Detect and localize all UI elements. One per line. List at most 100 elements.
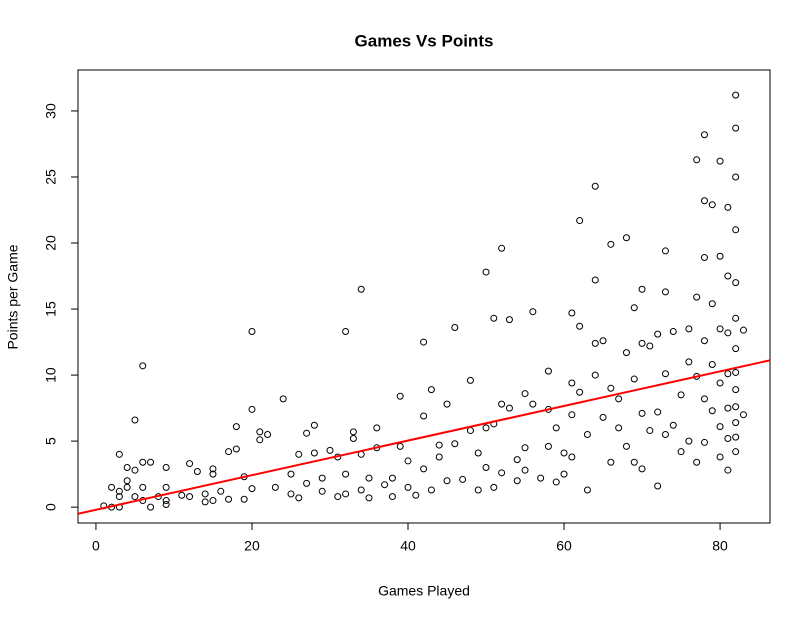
- point: [498, 400, 506, 408]
- point: [147, 503, 155, 511]
- point: [279, 395, 287, 403]
- point: [607, 240, 615, 248]
- point: [427, 486, 435, 494]
- point: [264, 431, 272, 439]
- point: [716, 453, 724, 461]
- point: [591, 276, 599, 284]
- point: [123, 483, 131, 491]
- point: [708, 201, 716, 209]
- point: [201, 490, 209, 498]
- point: [677, 448, 685, 456]
- point: [217, 487, 225, 495]
- point: [404, 457, 412, 465]
- point: [287, 490, 295, 498]
- point: [342, 327, 350, 335]
- point: [490, 483, 498, 491]
- point: [560, 470, 568, 478]
- point: [178, 491, 186, 499]
- point: [630, 304, 638, 312]
- point: [724, 329, 732, 337]
- point: [225, 495, 233, 503]
- point: [209, 470, 217, 478]
- point: [318, 487, 326, 495]
- point: [607, 384, 615, 392]
- point: [303, 479, 311, 487]
- point: [708, 407, 716, 415]
- point: [131, 493, 139, 501]
- point: [271, 483, 279, 491]
- trend-line: [78, 359, 770, 515]
- point: [646, 342, 654, 350]
- point: [693, 156, 701, 164]
- point: [685, 437, 693, 445]
- point: [732, 173, 740, 181]
- point: [482, 268, 490, 276]
- point: [552, 478, 560, 486]
- point: [162, 501, 170, 509]
- point: [420, 412, 428, 420]
- y-tick-label: 30: [43, 103, 59, 119]
- point: [638, 465, 646, 473]
- point: [482, 424, 490, 432]
- point: [232, 445, 240, 453]
- point: [716, 423, 724, 431]
- point: [716, 325, 724, 333]
- point: [630, 458, 638, 466]
- point: [537, 474, 545, 482]
- point: [349, 434, 357, 442]
- y-tick-label: 15: [43, 301, 59, 317]
- point: [365, 474, 373, 482]
- point: [568, 453, 576, 461]
- point: [326, 446, 334, 454]
- point: [544, 367, 552, 375]
- point: [505, 316, 513, 324]
- x-tick-label: 20: [244, 538, 260, 554]
- point: [131, 416, 139, 424]
- x-tick-label: 0: [92, 538, 100, 554]
- point: [505, 404, 513, 412]
- point: [381, 481, 389, 489]
- point: [240, 495, 248, 503]
- point: [443, 477, 451, 485]
- point: [700, 438, 708, 446]
- point: [732, 433, 740, 441]
- point: [724, 370, 732, 378]
- point: [357, 285, 365, 293]
- point: [123, 477, 131, 485]
- y-tick-label: 0: [43, 503, 59, 511]
- point: [427, 386, 435, 394]
- point: [529, 400, 537, 408]
- y-tick-label: 5: [43, 437, 59, 445]
- point: [685, 325, 693, 333]
- point: [435, 453, 443, 461]
- point: [615, 424, 623, 432]
- point: [162, 497, 170, 505]
- point: [365, 494, 373, 502]
- point: [388, 474, 396, 482]
- point: [732, 226, 740, 234]
- point: [677, 391, 685, 399]
- point: [295, 494, 303, 502]
- point: [622, 349, 630, 357]
- point: [388, 493, 396, 501]
- x-tick-label: 80: [712, 538, 728, 554]
- point: [615, 395, 623, 403]
- point: [131, 466, 139, 474]
- point: [732, 368, 740, 376]
- point: [708, 300, 716, 308]
- point: [724, 466, 732, 474]
- plot-frame: [77, 69, 771, 524]
- point: [466, 427, 474, 435]
- point: [708, 361, 716, 369]
- point: [115, 450, 123, 458]
- point: [591, 182, 599, 190]
- point: [646, 427, 654, 435]
- point: [576, 322, 584, 330]
- point: [342, 490, 350, 498]
- point: [716, 157, 724, 165]
- point: [513, 477, 521, 485]
- point: [568, 379, 576, 387]
- point: [310, 449, 318, 457]
- point: [568, 411, 576, 419]
- point: [420, 465, 428, 473]
